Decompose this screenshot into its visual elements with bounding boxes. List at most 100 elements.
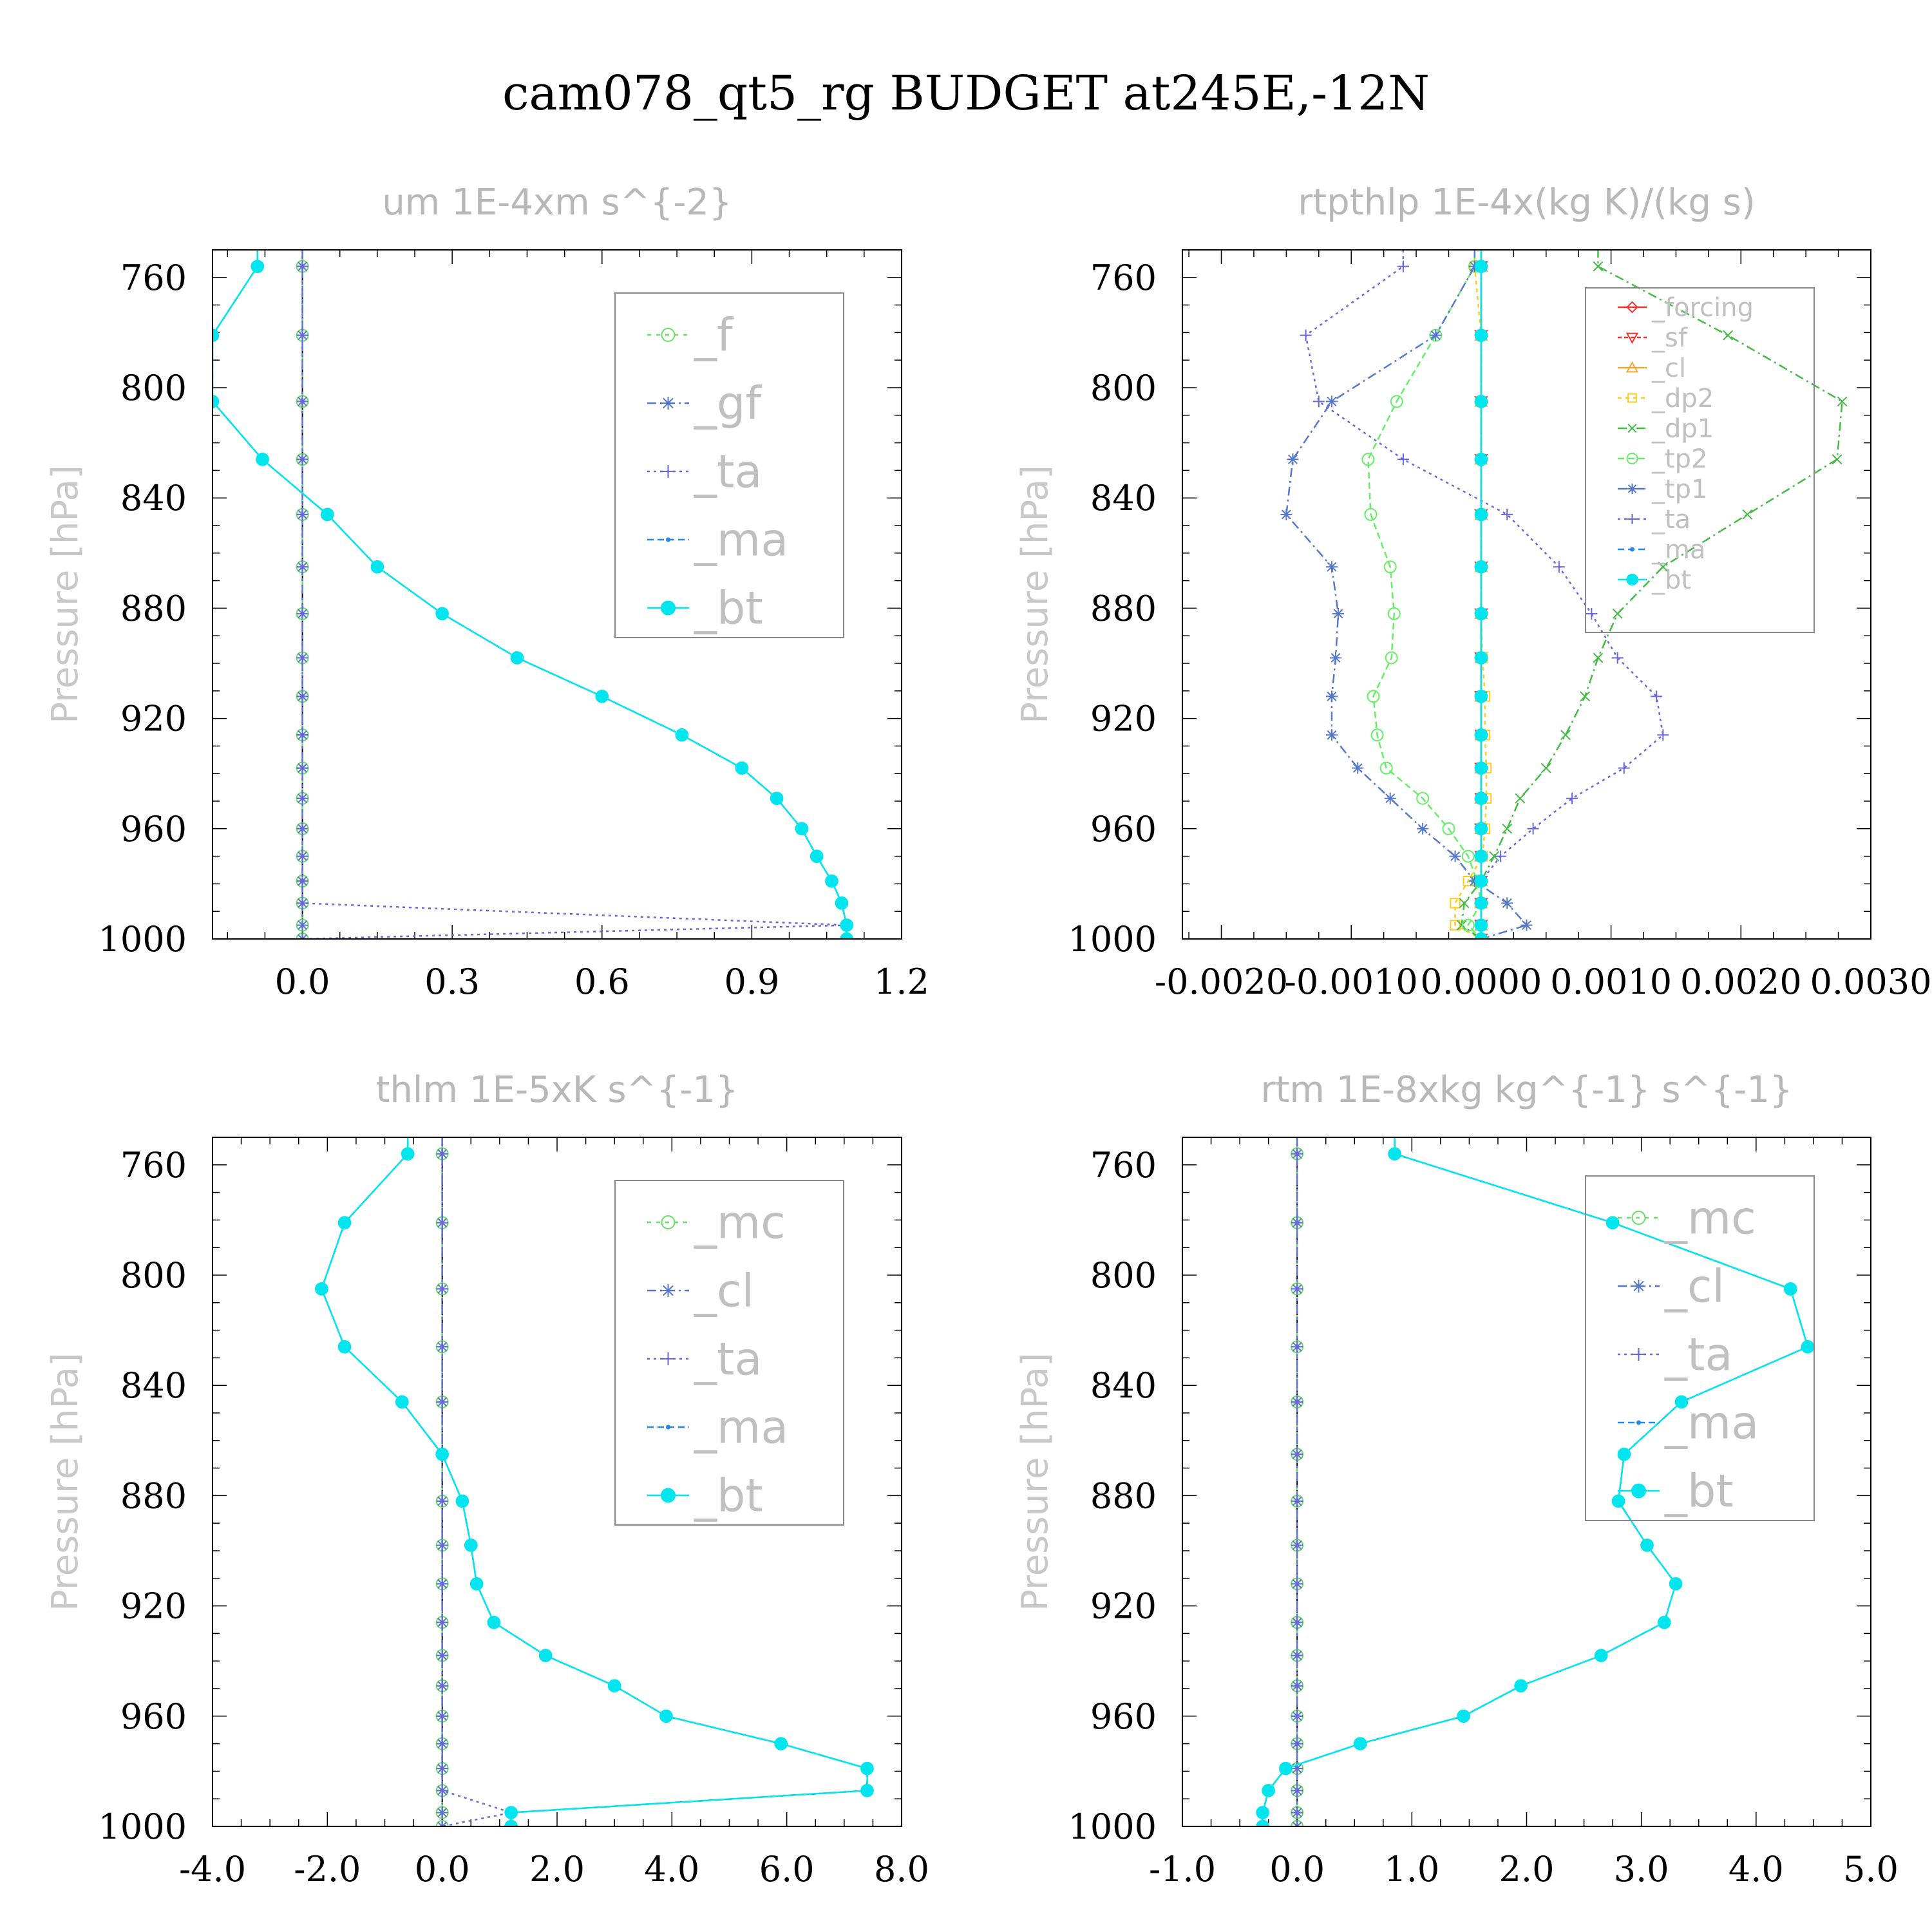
data-point [1612,609,1623,619]
legend-label: _dp2 [1651,384,1714,413]
data-point [1520,919,1533,931]
data-point [370,560,384,574]
y-tick-label: 880 [1090,588,1157,629]
x-tick-label: 0.0 [1269,1849,1325,1889]
data-point [1566,792,1578,804]
y-tick-label: 800 [120,368,187,408]
y-tick-label: 920 [1090,1586,1157,1627]
legend-label: _bt [1651,565,1691,595]
legend-label: _ma [1651,535,1705,565]
x-tick-label: 0.0 [415,1849,470,1889]
plot-area [1256,1137,1815,1826]
data-point [1291,1396,1303,1408]
data-point [1325,561,1338,573]
legend-marker [666,1425,670,1430]
series-tp1 [1280,250,1533,939]
data-point [296,260,308,272]
data-point [296,652,308,664]
chart-panel-2: rtpthlp 1E-4x(kg K)/(kg s) Pressure [hPa]… [1014,182,1931,1002]
data-point [538,1649,553,1662]
legend-label: _ta [694,446,762,498]
data-point [1501,508,1513,520]
data-point [1658,562,1669,573]
data-point [1332,607,1345,620]
data-point [296,897,308,909]
legend-label: _cl [1664,1260,1725,1313]
data-point [1291,1680,1303,1692]
data-point [504,1819,518,1826]
legend-marker [1627,514,1638,524]
legend-marker [1636,1420,1641,1425]
data-point [296,792,308,804]
legend-item-bt: _bt [1618,565,1691,595]
data-point [1657,1615,1671,1629]
y-tick-label: 920 [1090,699,1157,739]
data-point [436,1578,448,1590]
data-point [1291,1616,1303,1629]
data-point [1474,728,1488,742]
data-point [1474,849,1488,863]
data-point [659,1709,673,1723]
x-tick-label: 0.9 [724,961,779,1002]
legend-label: _tp2 [1651,444,1708,474]
legend-item-gf: _gf [647,377,762,430]
legend-marker [661,465,675,478]
legend-marker [666,537,670,542]
y-tick-label: 840 [1090,478,1157,518]
data-point [1495,850,1507,862]
series-ta [296,250,853,939]
data-point [1416,791,1430,805]
y-tick-label: 1000 [99,1806,187,1847]
x-tick-label: 1.0 [1384,1849,1439,1889]
data-point [735,761,749,775]
legend-item-ta: _ta [1618,1329,1732,1381]
data-point [1474,932,1488,939]
legend-item-dp2: _dp2 [1618,384,1714,413]
data-point [455,1494,469,1508]
y-axis-label: Pressure [hPa] [1014,465,1056,724]
data-point [1474,507,1488,522]
data-point [469,1577,484,1591]
legend-marker [661,1284,675,1297]
y-tick-label: 960 [1090,1696,1157,1737]
x-tick-label: 2.0 [1499,1849,1555,1889]
legend-label: _ma [694,514,788,567]
data-point [1287,453,1299,466]
legend-label: _dp1 [1651,414,1714,444]
legend-marker [1625,361,1639,373]
y-tick-label: 1000 [1068,919,1157,960]
legend-item-tp2: _tp2 [1618,444,1708,474]
x-tick-label: 0.0000 [1420,961,1542,1002]
data-point [1501,897,1513,909]
y-tick-label: 800 [1090,368,1157,408]
data-point [1657,729,1669,741]
y-tick-label: 960 [120,1696,187,1737]
data-point [1291,1148,1303,1160]
data-point [1291,1649,1303,1662]
data-point [296,919,308,931]
data-point [1291,1341,1303,1353]
data-point [1456,920,1467,931]
data-point [1385,651,1398,665]
legend-marker [661,600,676,616]
x-tick-label: 4.0 [644,1849,699,1889]
data-point [464,1539,478,1552]
data-point [1291,1806,1303,1819]
data-point [435,607,450,621]
data-point [1837,396,1848,407]
data-point [1352,762,1364,774]
data-point [1553,561,1565,573]
legend: _f _gf _ta _ma _bt [614,292,844,638]
y-tick-label: 880 [120,1475,187,1516]
axes-frame [212,249,902,940]
data-point [1442,822,1455,835]
y-tick-label: 800 [120,1255,187,1296]
y-tick-label: 840 [120,1365,187,1406]
data-point [296,875,308,887]
data-point [1489,851,1499,862]
data-point [1474,896,1488,910]
data-point [1262,1784,1275,1797]
data-point [1291,1821,1303,1826]
data-point [1801,1340,1815,1354]
